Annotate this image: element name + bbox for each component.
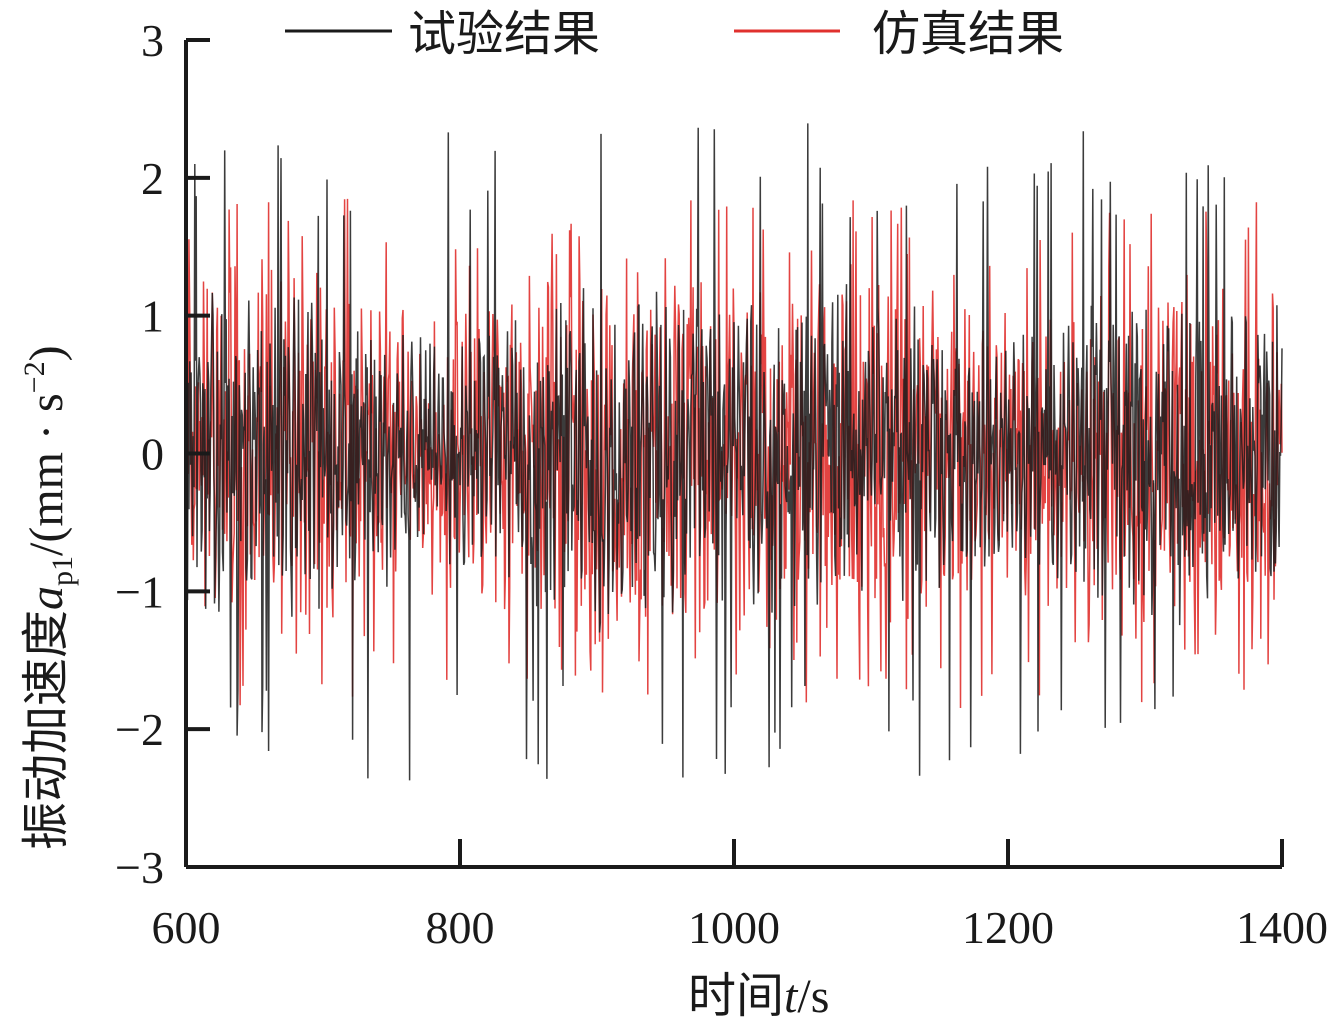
y-tick-label: 0: [141, 429, 164, 480]
x-axis-title-prefix: 时间: [688, 968, 784, 1024]
x-tick-label: 1000: [688, 902, 780, 953]
y-axis-title-prefix: 振动加速度: [18, 610, 74, 850]
y-axis-title-sup: −2: [18, 361, 51, 393]
legend-label-simulation: 仿真结果: [872, 6, 1064, 62]
y-tick-label: 3: [141, 15, 164, 66]
x-axis-title: 时间t/s: [688, 968, 829, 1024]
y-axis-title-sub: p1: [46, 556, 79, 586]
x-axis-title-unit: /s: [797, 970, 829, 1023]
y-tick-label: −3: [115, 842, 164, 893]
series-line-experiment: [186, 123, 1283, 781]
y-tick-label: 1: [141, 291, 164, 342]
x-tick-label: 1200: [962, 902, 1054, 953]
x-axis-title-var: t: [784, 970, 799, 1023]
y-axis-title: 振动加速度ap1/(mm · s−2): [18, 345, 79, 850]
y-tick-label: −1: [115, 566, 164, 617]
y-tick-label: −2: [115, 704, 164, 755]
x-tick-label: 800: [426, 902, 495, 953]
legend: 试验结果 仿真结果: [285, 6, 1064, 62]
x-tick-label: 600: [152, 902, 221, 953]
series-layer: [186, 123, 1283, 781]
y-tick-label: 2: [141, 153, 164, 204]
y-axis-title-unit-open: /(mm · s: [20, 393, 73, 556]
y-axis-title-var: a: [20, 586, 73, 610]
legend-label-experiment: 试验结果: [408, 6, 600, 62]
y-axis-title-unit-close: ): [20, 345, 73, 361]
ticks: 3 2 1 0 −1 −2 −3 600 800 1000 1200 1400: [115, 15, 1328, 953]
x-tick-label: 1400: [1236, 902, 1328, 953]
